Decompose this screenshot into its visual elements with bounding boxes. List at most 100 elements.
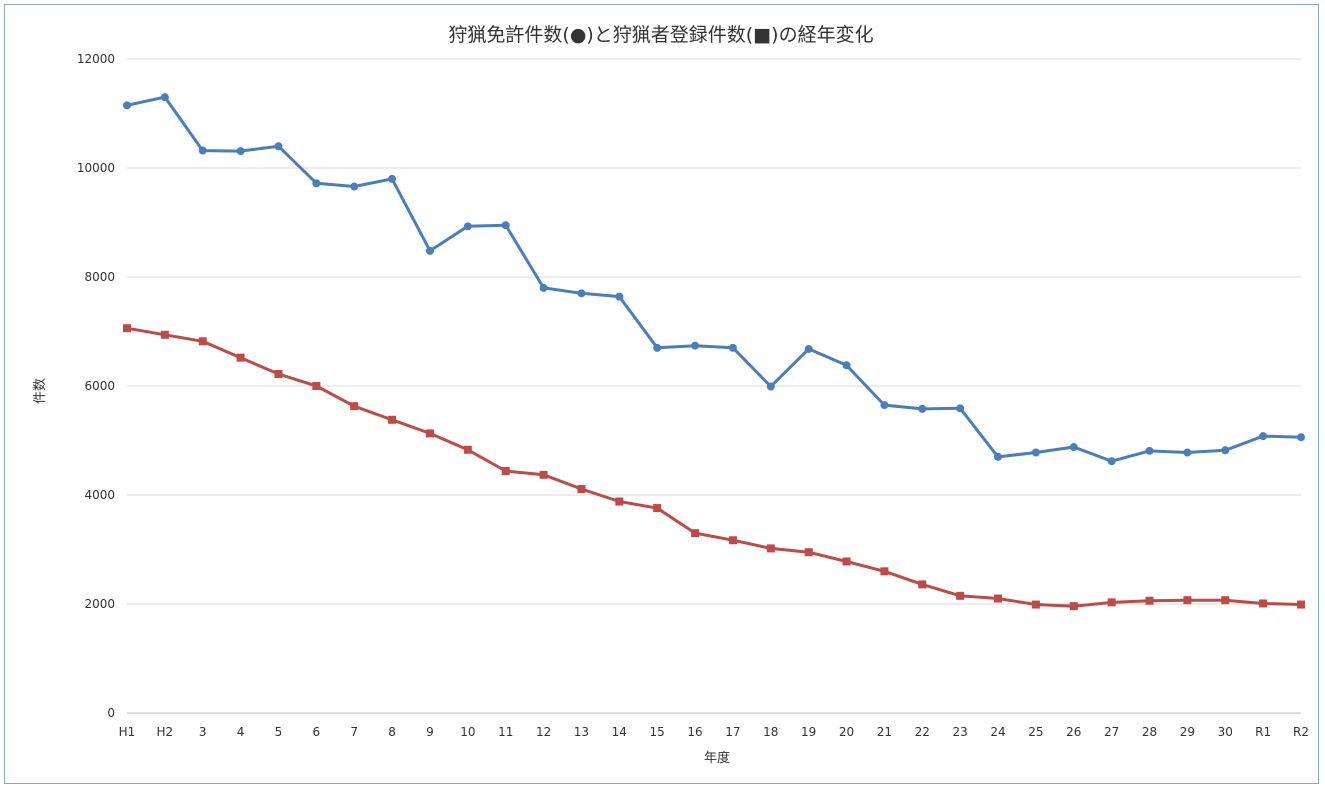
- data-point-circle: [501, 221, 510, 230]
- data-point-square: [274, 370, 283, 379]
- data-point-square: [501, 467, 510, 476]
- data-point-square: [691, 529, 700, 538]
- data-point-circle: [1145, 446, 1154, 455]
- data-point-square: [1145, 596, 1154, 605]
- data-point-square: [615, 497, 624, 506]
- data-point-square: [312, 382, 321, 390]
- y-tick-label: 10000: [77, 161, 115, 175]
- y-tick-label: 8000: [84, 270, 115, 284]
- data-point-circle: [842, 361, 851, 370]
- x-tick-label: 21: [877, 725, 892, 739]
- chart-frame: 狩猟免許件数(●)と狩猟者登録件数(■)の経年変化 0 2000 4000 6000 8…: [4, 4, 1319, 784]
- data-point-circle: [956, 404, 965, 413]
- y-tick-label: 4000: [84, 488, 115, 502]
- data-point-circle: [274, 142, 283, 151]
- data-point-circle: [691, 341, 700, 350]
- x-tick-label: 10: [460, 725, 475, 739]
- x-tick-label: 25: [1028, 725, 1043, 739]
- x-tick-label: 19: [801, 725, 816, 739]
- x-tick-label: 23: [953, 725, 968, 739]
- data-point-square: [994, 594, 1003, 603]
- data-point-circle: [1221, 446, 1230, 455]
- data-point-square: [388, 415, 397, 424]
- data-point-circle: [804, 344, 813, 353]
- data-point-circle: [1259, 432, 1268, 441]
- data-point-square: [1297, 600, 1305, 609]
- data-point-square: [1259, 599, 1268, 608]
- data-point-square: [123, 324, 131, 333]
- data-point-circle: [123, 101, 131, 110]
- x-tick-label: 12: [536, 725, 551, 739]
- data-point-circle: [388, 174, 397, 183]
- x-tick-label: H2: [157, 725, 174, 739]
- x-tick-label: 20: [839, 725, 854, 739]
- data-point-square: [1221, 596, 1230, 605]
- x-tick-label: 17: [725, 725, 740, 739]
- data-point-square: [236, 353, 245, 362]
- x-tick-label: 30: [1218, 725, 1233, 739]
- data-point-square: [918, 580, 927, 589]
- x-tick-label: 22: [915, 725, 930, 739]
- data-point-square: [1107, 598, 1116, 607]
- x-tick-label: 13: [574, 725, 589, 739]
- x-tick-label: 8: [388, 725, 396, 739]
- data-point-square: [463, 445, 472, 454]
- y-tick-label: 0: [107, 706, 115, 720]
- data-point-circle: [615, 292, 624, 301]
- data-point-circle: [539, 283, 548, 292]
- data-point-circle: [577, 289, 586, 298]
- data-point-circle: [1183, 448, 1192, 457]
- data-point-circle: [994, 452, 1003, 461]
- data-point-square: [539, 470, 548, 479]
- data-point-circle: [1107, 457, 1116, 466]
- x-tick-label: 15: [650, 725, 665, 739]
- data-point-square: [577, 485, 586, 494]
- data-point-square: [653, 504, 662, 513]
- x-tick-label: 27: [1104, 725, 1119, 739]
- x-tick-label: R2: [1293, 725, 1309, 739]
- chart-title: 狩猟免許件数(●)と狩猟者登録件数(■)の経年変化: [448, 24, 873, 46]
- x-tick-label: 11: [498, 725, 513, 739]
- x-tick-label: 6: [313, 725, 321, 739]
- y-tick-label: 2000: [84, 597, 115, 611]
- y-tick-label: 6000: [84, 379, 115, 393]
- data-point-circle: [1297, 433, 1305, 442]
- x-tick-label: 4: [237, 725, 245, 739]
- data-point-square: [1031, 600, 1040, 609]
- data-point-square: [766, 544, 775, 553]
- x-tick-label: 29: [1180, 725, 1195, 739]
- x-tick-label: 18: [763, 725, 778, 739]
- x-tick-label: 28: [1142, 725, 1157, 739]
- data-point-circle: [728, 343, 737, 352]
- x-tick-label: R1: [1255, 725, 1271, 739]
- series-line-2: [125, 326, 1303, 608]
- y-axis-title: 件数: [33, 378, 48, 404]
- data-point-circle: [312, 179, 321, 188]
- data-point-square: [728, 536, 737, 545]
- x-tick-label: 14: [612, 725, 627, 739]
- line-chart: 狩猟免許件数(●)と狩猟者登録件数(■)の経年変化 0 2000 4000 6000 8…: [33, 24, 1309, 766]
- series-line-1: [125, 95, 1303, 463]
- x-tick-label: 9: [426, 725, 434, 739]
- x-tick-label: 24: [990, 725, 1005, 739]
- series-group: [123, 93, 1305, 611]
- data-point-square: [842, 557, 851, 566]
- data-point-circle: [1031, 448, 1040, 457]
- data-point-square: [804, 548, 813, 557]
- x-tick-label: 5: [275, 725, 283, 739]
- data-point-square: [160, 330, 169, 339]
- data-point-circle: [918, 404, 927, 413]
- x-tick-label: 16: [687, 725, 702, 739]
- x-tick-label: 26: [1066, 725, 1081, 739]
- data-point-square: [425, 429, 434, 438]
- y-axis-ticks: 0 2000 4000 6000 8000 10000 12000: [77, 52, 115, 720]
- data-point-circle: [350, 182, 359, 191]
- data-point-square: [198, 337, 207, 346]
- x-tick-label: H1: [119, 725, 136, 739]
- data-point-circle: [236, 147, 245, 156]
- data-point-circle: [425, 246, 434, 255]
- data-point-circle: [198, 146, 207, 155]
- data-point-circle: [1069, 443, 1078, 452]
- data-point-circle: [463, 222, 472, 231]
- data-point-square: [1183, 596, 1192, 605]
